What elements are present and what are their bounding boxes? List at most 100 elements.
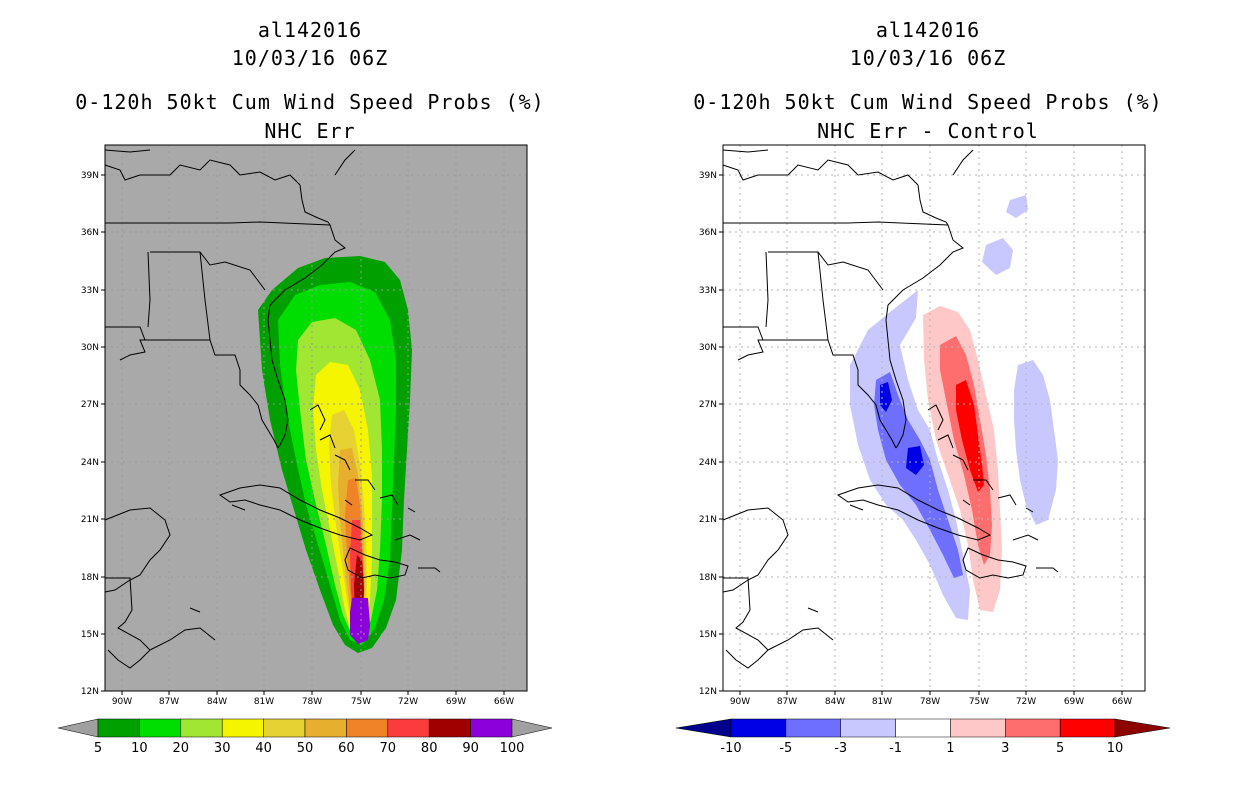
coastline-segment	[394, 534, 421, 541]
coastline-segment	[937, 434, 954, 449]
lon-label: 87W	[777, 697, 797, 707]
lon-label: 69W	[446, 697, 466, 707]
lat-label: 12N	[81, 687, 99, 697]
datetime-title: 10/03/16 06Z	[231, 46, 389, 70]
contour-neg-3	[874, 372, 963, 578]
latitude-labels: 39N 36N 33N 30N 27N 24N 21N 18N 15N 12N	[699, 171, 723, 697]
colorbar-swatch	[180, 718, 223, 738]
colorbar-tick-label: 100	[500, 741, 525, 756]
colorbar-swatch	[97, 718, 140, 738]
lat-label: 15N	[81, 630, 99, 640]
coastline-segment	[927, 404, 944, 431]
coastline-segment	[105, 326, 146, 341]
longitude-labels: 90W 87W 84W 81W 78W 75W 72W 69W 66W	[730, 691, 1132, 707]
coastline-segment	[836, 484, 992, 541]
colorbar-swatch	[730, 718, 787, 738]
contour-neg-5	[880, 382, 924, 475]
colorbar-under-arrow	[57, 718, 99, 738]
lat-label: 30N	[699, 343, 717, 353]
lon-label: 75W	[969, 697, 989, 707]
coastline-segment	[150, 251, 266, 291]
lat-label: 24N	[81, 458, 99, 468]
colorbar-tick-label: 60	[338, 741, 355, 756]
product-title: 0-120h 50kt Cum Wind Speed Probs (%)	[75, 90, 545, 114]
coastline-segment	[723, 577, 769, 669]
lon-label: 78W	[302, 697, 322, 707]
colorbar-tick-label: 10	[131, 741, 148, 756]
colorbar-under-arrow	[675, 718, 732, 738]
lon-label: 81W	[254, 697, 274, 707]
difference-contours	[850, 195, 1058, 620]
colorbar-swatch	[263, 718, 306, 738]
colorbar-swatch	[1005, 718, 1061, 738]
colorbar-tick-label: -5	[779, 741, 792, 756]
lon-label: 66W	[1112, 697, 1132, 707]
coastline-segment	[849, 504, 864, 511]
coastline-segment	[962, 547, 1027, 579]
colorbar-swatch	[470, 718, 513, 738]
lat-label: 27N	[81, 400, 99, 410]
right-map-panel: al142016 10/03/16 06Z 0-120h 50kt Cum Wi…	[618, 0, 1236, 800]
coastline-segment	[962, 499, 971, 506]
contour-neg-1-north	[982, 238, 1013, 275]
map-frame	[104, 144, 528, 692]
colorbar-tick-label: 20	[173, 741, 190, 756]
map-frame	[722, 144, 1146, 692]
lon-label: 72W	[1016, 697, 1036, 707]
difference-colorbar: -10 -5 -3 -1 1 3 5 10	[675, 718, 1171, 756]
coastline-segment	[319, 434, 336, 449]
coastline-segment	[189, 607, 201, 613]
lon-label: 87W	[159, 697, 179, 707]
coastline-segment	[334, 149, 356, 176]
lon-label: 84W	[825, 697, 845, 707]
colorbar-over-arrow	[1114, 718, 1171, 738]
lat-lon-grid	[105, 145, 527, 691]
colorbar-swatch	[346, 718, 389, 738]
coastline-segment	[885, 304, 907, 449]
colorbar-swatch	[840, 718, 896, 738]
contour-neg-1-north2	[1006, 195, 1028, 218]
colorbar-swatch	[895, 718, 951, 738]
coastline-segment	[952, 454, 969, 471]
colorbar-tick-label: 40	[255, 741, 272, 756]
latitude-labels: 39N 36N 33N 30N 27N 24N 21N 18N 15N 12N	[81, 171, 105, 697]
colorbar-tick-label: 3	[1001, 741, 1009, 756]
product-title: 0-120h 50kt Cum Wind Speed Probs (%)	[693, 90, 1163, 114]
lat-label: 18N	[699, 573, 717, 583]
colorbar-tick-label: -1	[889, 741, 902, 756]
lat-label: 21N	[699, 515, 717, 525]
colorbar-swatch	[1059, 718, 1116, 738]
coastline-segment	[334, 454, 351, 471]
probability-colorbar: 5 10 20 30 40 50 60 70 80 90 100	[57, 718, 553, 756]
colorbar-tick-label: 30	[214, 741, 231, 756]
coastline-segment	[723, 326, 764, 341]
left-map-panel: al142016 10/03/16 06Z 0-120h 50kt Cum Wi…	[57, 18, 553, 756]
coastline-segment	[355, 479, 376, 491]
lon-label: 72W	[398, 697, 418, 707]
colorbar-tick-label: -3	[834, 741, 847, 756]
coastline-segment	[767, 627, 834, 651]
coastline-segment	[952, 149, 974, 176]
subtitle: NHC Err - Control	[817, 119, 1039, 143]
coastline-segment	[104, 149, 151, 153]
probability-difference-map: 39N 36N 33N 30N 27N 24N 21N 18N 15N 12N 90W 87W 84W…	[675, 144, 1171, 756]
coastline-segment	[997, 494, 1017, 506]
lon-label: 75W	[351, 697, 371, 707]
coastlines	[104, 149, 441, 669]
coastline-segment	[722, 507, 789, 593]
coastline-segment	[887, 184, 964, 306]
colorbar-tick-label: 5	[94, 741, 102, 756]
coastline-segment	[218, 484, 374, 541]
coastline-segment	[768, 251, 884, 291]
storm-id-title: al142016	[257, 18, 363, 42]
lon-label: 90W	[112, 697, 132, 707]
colorbar-swatch	[950, 718, 1006, 738]
lon-label: 66W	[494, 697, 514, 707]
lon-label: 69W	[1064, 697, 1084, 707]
coastline-segment	[418, 567, 441, 573]
lon-label: 84W	[207, 697, 227, 707]
coastline-segment	[1012, 534, 1039, 541]
storm-id-title: al142016	[875, 18, 981, 42]
lat-label: 39N	[699, 171, 717, 181]
coastline-segment	[723, 221, 949, 226]
